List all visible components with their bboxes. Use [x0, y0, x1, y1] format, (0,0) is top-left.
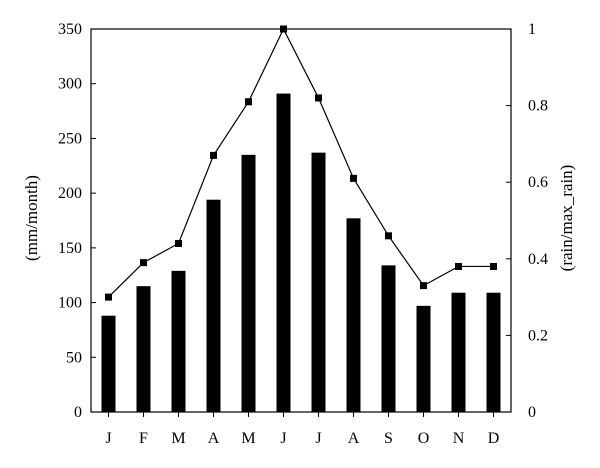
- y2-axis-title: (rain/max_rain): [557, 165, 576, 272]
- y-tick-label: 300: [58, 76, 82, 93]
- x-tick-label: A: [208, 430, 220, 447]
- bars: [101, 93, 501, 413]
- ratio-point: [420, 282, 427, 290]
- ratio-point: [385, 232, 392, 240]
- y2-tick-label: 0.8: [528, 98, 548, 115]
- bar: [136, 286, 151, 412]
- ratio-point: [490, 262, 497, 270]
- ratio-point: [140, 259, 147, 267]
- ratio-point: [175, 239, 182, 247]
- bar: [171, 270, 186, 412]
- y2-tick-label: 0: [528, 404, 536, 421]
- ratio-point: [105, 293, 112, 301]
- y-tick-label: 150: [58, 240, 82, 257]
- bar: [241, 154, 256, 413]
- x-tick-label: J: [105, 430, 111, 447]
- y2-tick-label: 0.6: [528, 174, 548, 191]
- ratio-point: [455, 262, 462, 270]
- x-tick-label: J: [280, 430, 286, 447]
- ticks: 0 50 100 150 200 250 300 350 0 0.2 0.4 0.6 0.8 1 J F M A M…: [58, 21, 548, 447]
- x-tick-label: O: [418, 430, 430, 447]
- x-tick-label: A: [348, 430, 360, 447]
- ratio-point: [350, 174, 357, 182]
- y-tick-label: 100: [58, 295, 82, 312]
- x-tick-label: F: [139, 430, 148, 447]
- x-tick-label: M: [171, 430, 185, 447]
- ratio-point: [315, 94, 322, 102]
- bar: [276, 93, 291, 412]
- ratio-point: [280, 25, 287, 33]
- bar: [416, 305, 431, 412]
- ratio-line: [105, 25, 497, 301]
- y-tick-label: 200: [58, 185, 82, 202]
- x-tick-label: J: [315, 430, 321, 447]
- bar: [451, 292, 466, 412]
- x-tick-label: N: [453, 430, 465, 447]
- y-tick-label: 350: [58, 21, 82, 38]
- y-tick-label: 250: [58, 130, 82, 147]
- bar: [346, 218, 361, 412]
- y2-tick-label: 1: [528, 21, 536, 38]
- ratio-line-path: [108, 27, 494, 298]
- x-tick-label: D: [488, 430, 500, 447]
- bar: [486, 292, 501, 412]
- x-tick-label: S: [384, 430, 393, 447]
- bar: [381, 265, 396, 412]
- x-tick-label: M: [241, 430, 255, 447]
- bar: [311, 152, 326, 412]
- y-tick-label: 0: [74, 404, 82, 421]
- plot-frame: [90, 28, 512, 413]
- y-tick-label: 50: [66, 349, 82, 366]
- axes: [90, 28, 512, 413]
- ratio-point: [245, 98, 252, 106]
- bar: [101, 315, 116, 412]
- y-axis-title: (mm/month): [22, 175, 41, 261]
- ratio-point: [210, 151, 217, 159]
- y2-tick-label: 0.2: [528, 327, 548, 344]
- bar: [206, 199, 221, 412]
- y2-tick-label: 0.4: [528, 251, 548, 268]
